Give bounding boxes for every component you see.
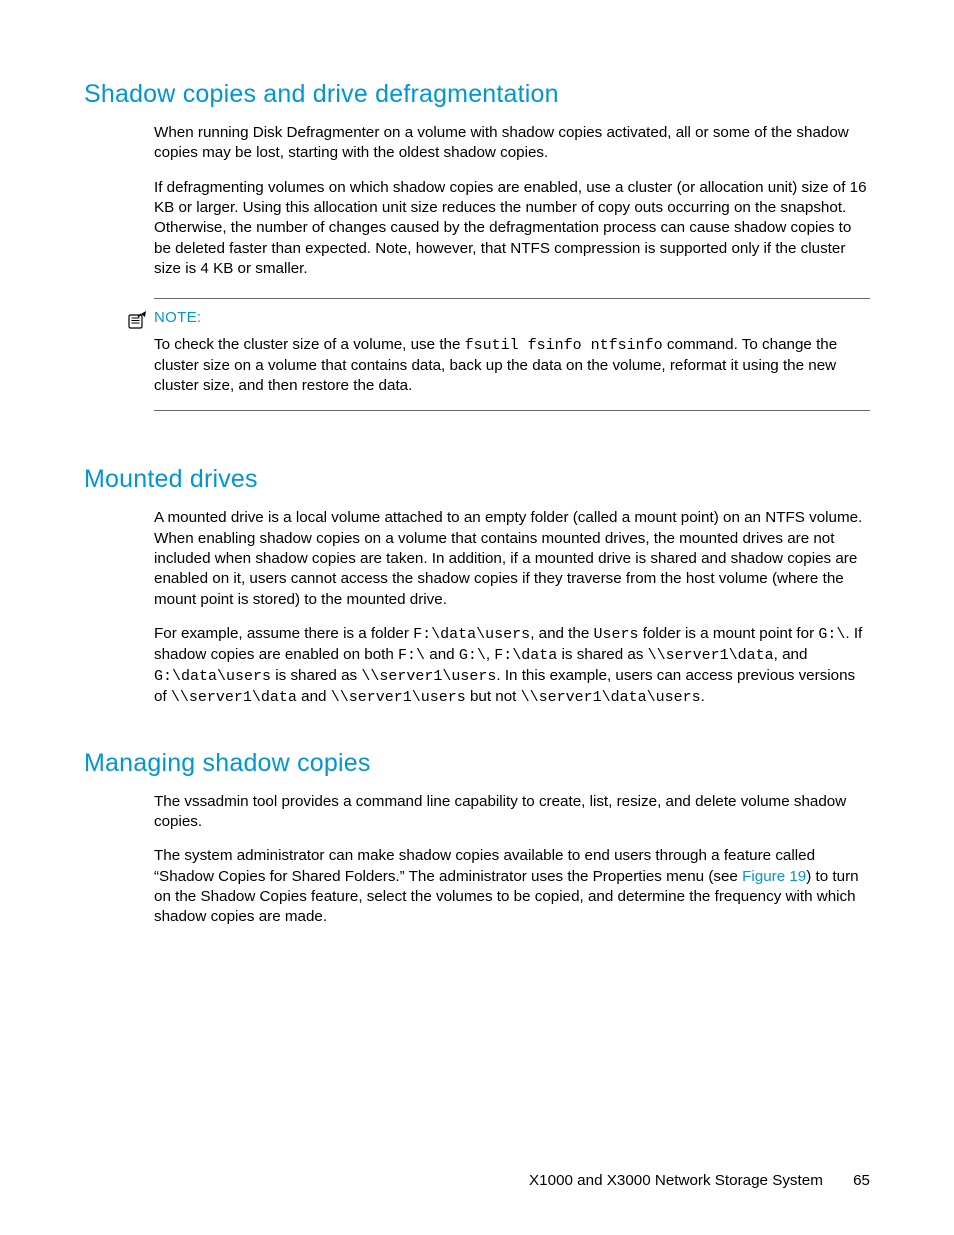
paragraph: If defragmenting volumes on which shadow… [154,178,870,280]
code-inline: Users [594,626,639,643]
note-divider-bottom [154,410,870,411]
note-block: NOTE: [128,309,870,329]
note-icon [128,311,148,329]
code-inline: \\server1\data\users [521,689,701,706]
text-run: and [297,688,331,705]
section-body: The vssadmin tool provides a command lin… [154,792,870,928]
paragraph: A mounted drive is a local volume attach… [154,508,870,610]
code-inline: \\server1\users [331,689,466,706]
text-run: , and [774,646,808,663]
code-inline: G:\ [459,647,486,664]
text-run: , and the [530,625,593,642]
heading-managing-shadow-copies: Managing shadow copies [84,749,870,778]
code-inline: \\server1\data [648,647,774,664]
heading-shadow-copies-defrag: Shadow copies and drive defragmentation [84,80,870,109]
code-inline: fsutil fsinfo ntfsinfo [465,337,663,354]
note-text-part: To check the cluster size of a volume, u… [154,336,465,353]
section-body: A mounted drive is a local volume attach… [154,508,870,708]
text-run: For example, assume there is a folder [154,625,413,642]
page-number: 65 [853,1172,870,1189]
page-footer: X1000 and X3000 Network Storage System 6… [529,1172,870,1189]
code-inline: \\server1\users [361,668,496,685]
note-text: To check the cluster size of a volume, u… [154,335,870,397]
text-run: folder is a mount point for [639,625,819,642]
code-inline: G:\ [818,626,845,643]
code-inline: F:\ [398,647,425,664]
footer-title: X1000 and X3000 Network Storage System [529,1172,823,1189]
code-inline: G:\data\users [154,668,271,685]
text-run: but not [466,688,521,705]
text-run: and [425,646,459,663]
text-run: is shared as [271,667,361,684]
document-page: Shadow copies and drive defragmentation … [0,0,954,1235]
paragraph: When running Disk Defragmenter on a volu… [154,123,870,164]
paragraph: The vssadmin tool provides a command lin… [154,792,870,833]
section-body: When running Disk Defragmenter on a volu… [154,123,870,411]
text-run: The system administrator can make shadow… [154,847,815,884]
note-divider-top [154,298,870,299]
paragraph: For example, assume there is a folder F:… [154,624,870,708]
heading-mounted-drives: Mounted drives [84,465,870,494]
paragraph: The system administrator can make shadow… [154,846,870,927]
figure-link[interactable]: Figure 19 [742,868,806,885]
code-inline: F:\data [494,647,557,664]
note-label: NOTE: [154,309,201,326]
code-inline: \\server1\data [171,689,297,706]
code-inline: F:\data\users [413,626,530,643]
text-run: is shared as [557,646,647,663]
text-run: . [701,688,705,705]
